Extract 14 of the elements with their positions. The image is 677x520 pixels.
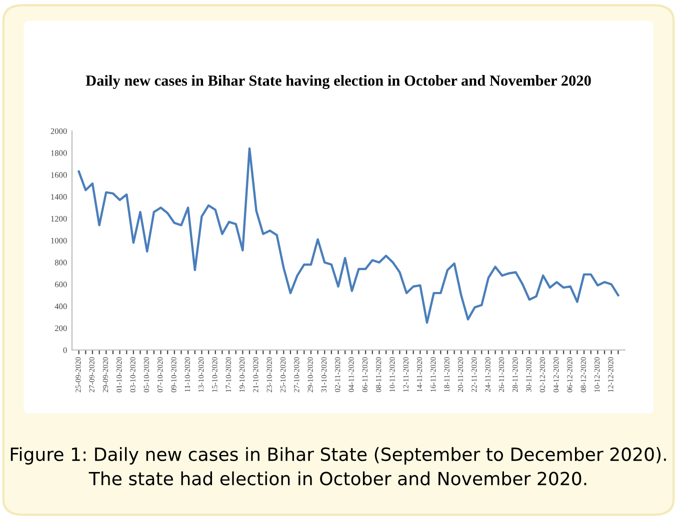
y-tick-label: 200 [55,325,67,332]
y-tick-label: 1000 [51,238,67,244]
y-tick-label: 1200 [51,216,67,222]
y-tick-label: 1800 [51,150,67,156]
line-series [78,147,620,324]
chart-title: Daily new cases in Bihar State having election in October and November 2020 [86,75,591,89]
y-tick-label: 600 [54,282,67,288]
y-tick-label: 800 [54,260,67,266]
y-tick-label: 400 [54,304,67,310]
y-tick-label: 0 [63,347,67,353]
y-tick-label: 1400 [51,194,67,200]
y-tick-label: 2000 [50,128,67,134]
caption: Figure 1: Daily new cases in Bihar State (September to December 2020). The state had election in October and November 2020. [10,447,666,486]
y-tick-label: 1600 [51,172,67,178]
